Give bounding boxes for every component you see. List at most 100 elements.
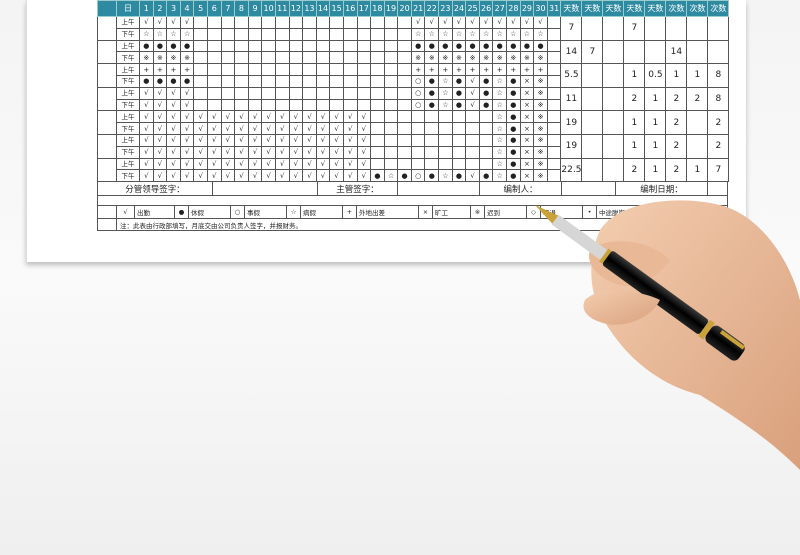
attendance-cell[interactable]: + <box>478 63 494 76</box>
day-header: 26 <box>478 0 494 17</box>
day-header: 22 <box>424 0 440 17</box>
attendance-cell[interactable]: × <box>519 98 535 112</box>
attendance-cell[interactable]: + <box>166 63 181 76</box>
table-row: 下午 ☆ ☆ ☆ ☆ ☆ ☆ ☆ ☆ ☆ ☆ ☆ ☆ ☆ ☆ <box>98 27 729 41</box>
attendance-cell[interactable]: ※ <box>533 98 548 112</box>
attendance-cell[interactable]: √ <box>206 169 222 183</box>
table-row: 上午 √ √ √ √ √ √ √ √ √ √ √ √ √ √ 7 7 <box>97 16 730 41</box>
legend-label: 病假 <box>301 206 343 219</box>
legend-symbol: √ <box>117 206 135 219</box>
attendance-cell[interactable]: √ <box>261 169 276 183</box>
day-header: 6 <box>206 0 222 17</box>
summary-cell[interactable]: 8 <box>707 63 730 88</box>
attendance-cell[interactable]: × <box>519 110 535 124</box>
attendance-sheet: 日 1 2 3 4 5 6 7 8 9 10 11 12 13 14 15 16 17 18 19 20 21 22 23 2… <box>97 0 730 232</box>
day-header: 5 <box>193 0 208 17</box>
summary-header: 天数 <box>581 0 604 17</box>
day-header: 25 <box>465 0 480 17</box>
table-row: 下午 ● ● ● ● ○ ● ☆ ● √ ● ☆ ● × ※ <box>98 74 729 88</box>
summary-cell[interactable]: 2 <box>686 86 709 112</box>
legend-symbol: ● <box>175 206 189 219</box>
legend-label: 事假 <box>245 206 287 219</box>
leader-signature-field[interactable] <box>213 182 318 196</box>
editor-field[interactable] <box>562 182 616 196</box>
hand-icon <box>591 200 800 470</box>
table-row: 下午 √ √ √ √ √ √ √ √ √ √ √ √ √ √ √ √ √ ● ☆ ● ○ ● ☆ ● √ ● ☆ ● × ※ <box>98 169 729 183</box>
period-cell: 下午 <box>116 98 140 112</box>
summary-header: 天数 <box>560 0 583 17</box>
attendance-cell[interactable]: ☆ <box>492 169 508 183</box>
attendance-cell[interactable]: ● <box>478 86 494 100</box>
legend-symbol: • <box>583 206 597 219</box>
summary-cell[interactable]: 1 <box>686 63 709 88</box>
attendance-cell[interactable]: √ <box>247 110 263 124</box>
day-header: 19 <box>383 0 399 17</box>
summary-cell[interactable]: 1 <box>644 157 667 183</box>
attendance-cell[interactable]: √ <box>139 110 154 124</box>
day-header: 20 <box>397 0 412 17</box>
legend-symbol: + <box>343 206 357 219</box>
day-header: 29 <box>519 0 535 17</box>
signature-row: 分管领导签字： 主管签字： 编制人： 编制日期： <box>97 182 728 197</box>
day-header: 13 <box>302 0 317 17</box>
legend-symbol: ◇ <box>527 206 541 219</box>
attendance-cell[interactable]: ☆ <box>438 74 453 88</box>
note-text: 注：此表由行政部填写，月底交由公司负责人签字，并报财务。 <box>120 221 302 230</box>
leader-signature-label: 分管领导签字： <box>98 182 213 196</box>
summary-cell[interactable]: 7 <box>707 157 730 183</box>
attendance-cell[interactable]: + <box>451 63 467 76</box>
table-row: 上午 √ √ √ √ ○ ● ☆ ● √ ● ☆ ● × ※ 11 2 1 2 2 8 <box>97 86 730 112</box>
attendance-cell[interactable]: + <box>506 63 521 76</box>
day-header: 8 <box>234 0 249 17</box>
attendance-cell[interactable]: √ <box>315 110 331 124</box>
legend-symbol: × <box>419 206 433 219</box>
period-cell: 上午 <box>116 63 140 76</box>
attendance-cell[interactable]: √ <box>166 86 181 100</box>
period-cell: 上午 <box>116 110 140 124</box>
day-header: 28 <box>506 0 521 17</box>
period-header: 日 <box>116 0 140 17</box>
table-row: 下午 √ √ √ √ ○ ● ☆ ● √ ● ☆ ● × ※ <box>98 98 729 112</box>
table-row: 上午 ● ● ● ● ● ● ● ● ● ● ● ● ● ● 14 7 14 <box>97 39 730 65</box>
attendance-cell[interactable] <box>546 74 562 88</box>
supervisor-signature-label: 主管签字： <box>318 182 398 196</box>
legend-symbol: ○ <box>231 206 245 219</box>
table-row: 下午 √ √ √ √ √ √ √ √ √ √ √ √ √ √ √ √ √ ☆ ● × ※ <box>98 145 729 159</box>
header-row: 日 1 2 3 4 5 6 7 8 9 10 11 12 13 14 15 16 17 18 19 20 21 22 23 2… <box>97 0 730 17</box>
period-cell: 下午 <box>116 74 140 88</box>
blank-row <box>97 196 728 207</box>
summary-cell[interactable]: 0.5 <box>644 63 667 88</box>
attendance-cell[interactable] <box>546 169 562 183</box>
period-cell: 上午 <box>116 86 140 100</box>
legend-symbol: ☆ <box>287 206 301 219</box>
attendance-cell[interactable]: √ <box>424 16 440 29</box>
summary-cell[interactable]: 2 <box>623 86 646 112</box>
legend-label: 外地出差 <box>357 206 419 219</box>
period-cell: 上午 <box>116 16 140 29</box>
legend-spacer <box>98 206 117 219</box>
summary-cell[interactable]: 1 <box>686 157 709 183</box>
legend-label: 出勤 <box>135 206 175 219</box>
table-row: 下午 ※ ※ ※ ※ ※ ※ ※ ※ ※ ※ ※ ※ ※ ※ <box>98 51 729 65</box>
attendance-cell[interactable]: ● <box>424 98 440 112</box>
day-header: 1 <box>139 0 154 17</box>
day-header: 14 <box>315 0 331 17</box>
day-header: 17 <box>356 0 372 17</box>
attendance-cell[interactable]: ● <box>451 74 467 88</box>
attendance-cell[interactable]: ● <box>478 98 494 112</box>
date-label: 编制日期： <box>616 182 708 196</box>
attendance-cell[interactable]: + <box>492 63 508 76</box>
attendance-cell[interactable] <box>546 98 562 112</box>
attendance-cell[interactable]: ● <box>478 169 494 183</box>
attendance-cell[interactable]: √ <box>342 110 358 124</box>
attendance-cell[interactable]: ☆ <box>492 98 508 112</box>
day-header: 24 <box>451 0 467 17</box>
summary-cell[interactable]: 8 <box>707 86 730 112</box>
summary-header: 天数 <box>623 0 646 17</box>
attendance-cell[interactable]: √ <box>519 16 535 29</box>
attendance-cell[interactable]: √ <box>465 86 480 100</box>
day-header: 16 <box>342 0 358 17</box>
supervisor-signature-field[interactable] <box>398 182 480 196</box>
day-header: 30 <box>533 0 548 17</box>
